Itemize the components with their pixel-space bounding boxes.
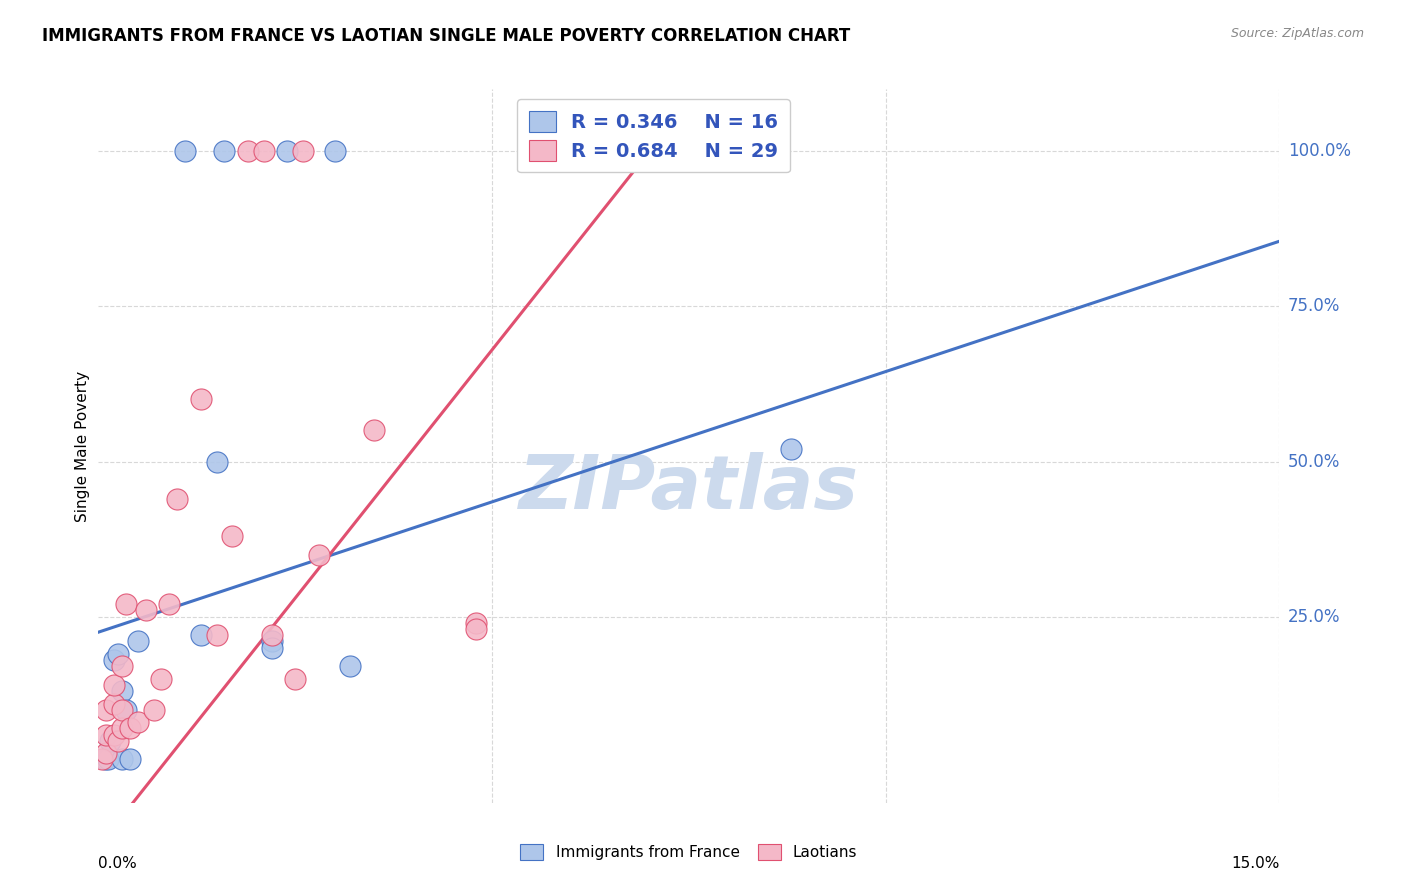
Point [91, 752, 114, 766]
Point [236, 145, 259, 159]
Point [103, 727, 125, 741]
Point [465, 622, 488, 636]
Point [276, 145, 298, 159]
Point [260, 640, 283, 655]
Point [115, 597, 138, 611]
Point [127, 634, 149, 648]
Point [205, 454, 228, 468]
Point [118, 752, 141, 766]
Text: 50.0%: 50.0% [1288, 452, 1340, 470]
Point [111, 684, 134, 698]
Point [118, 722, 141, 736]
Text: 0.0%: 0.0% [98, 856, 138, 871]
Point [292, 145, 315, 159]
Point [190, 628, 212, 642]
Point [135, 603, 157, 617]
Point [205, 628, 228, 642]
Point [363, 424, 385, 438]
Point [103, 697, 125, 711]
Text: Source: ZipAtlas.com: Source: ZipAtlas.com [1230, 27, 1364, 40]
Point [308, 548, 330, 562]
Point [96, 746, 118, 760]
Point [465, 615, 488, 630]
Point [98, 733, 121, 747]
Point [150, 672, 173, 686]
Point [174, 145, 197, 159]
Point [96, 727, 118, 741]
Legend: Immigrants from France, Laotians: Immigrants from France, Laotians [515, 838, 863, 866]
Point [97, 752, 120, 766]
Point [780, 442, 803, 456]
Text: 75.0%: 75.0% [1288, 297, 1340, 316]
Point [253, 145, 276, 159]
Point [166, 491, 188, 506]
Point [115, 703, 138, 717]
Point [157, 597, 180, 611]
Point [111, 752, 134, 766]
Point [323, 145, 346, 159]
Y-axis label: Single Male Poverty: Single Male Poverty [75, 370, 90, 522]
Text: 100.0%: 100.0% [1288, 142, 1351, 161]
Point [93, 752, 115, 766]
Point [260, 628, 283, 642]
Point [741, 145, 763, 159]
Text: 25.0%: 25.0% [1288, 607, 1340, 625]
Point [339, 659, 361, 673]
Point [103, 678, 125, 692]
Point [284, 672, 307, 686]
Point [103, 653, 125, 667]
Point [221, 529, 243, 543]
Text: 15.0%: 15.0% [1232, 856, 1279, 871]
Point [260, 634, 283, 648]
Point [190, 392, 212, 407]
Point [111, 722, 134, 736]
Text: ZIPatlas: ZIPatlas [519, 452, 859, 525]
Point [111, 703, 134, 717]
Point [127, 715, 149, 730]
Point [107, 647, 129, 661]
Text: IMMIGRANTS FROM FRANCE VS LAOTIAN SINGLE MALE POVERTY CORRELATION CHART: IMMIGRANTS FROM FRANCE VS LAOTIAN SINGLE… [42, 27, 851, 45]
Point [142, 703, 165, 717]
Point [107, 733, 129, 747]
Point [96, 703, 118, 717]
Point [111, 659, 134, 673]
Point [214, 145, 236, 159]
